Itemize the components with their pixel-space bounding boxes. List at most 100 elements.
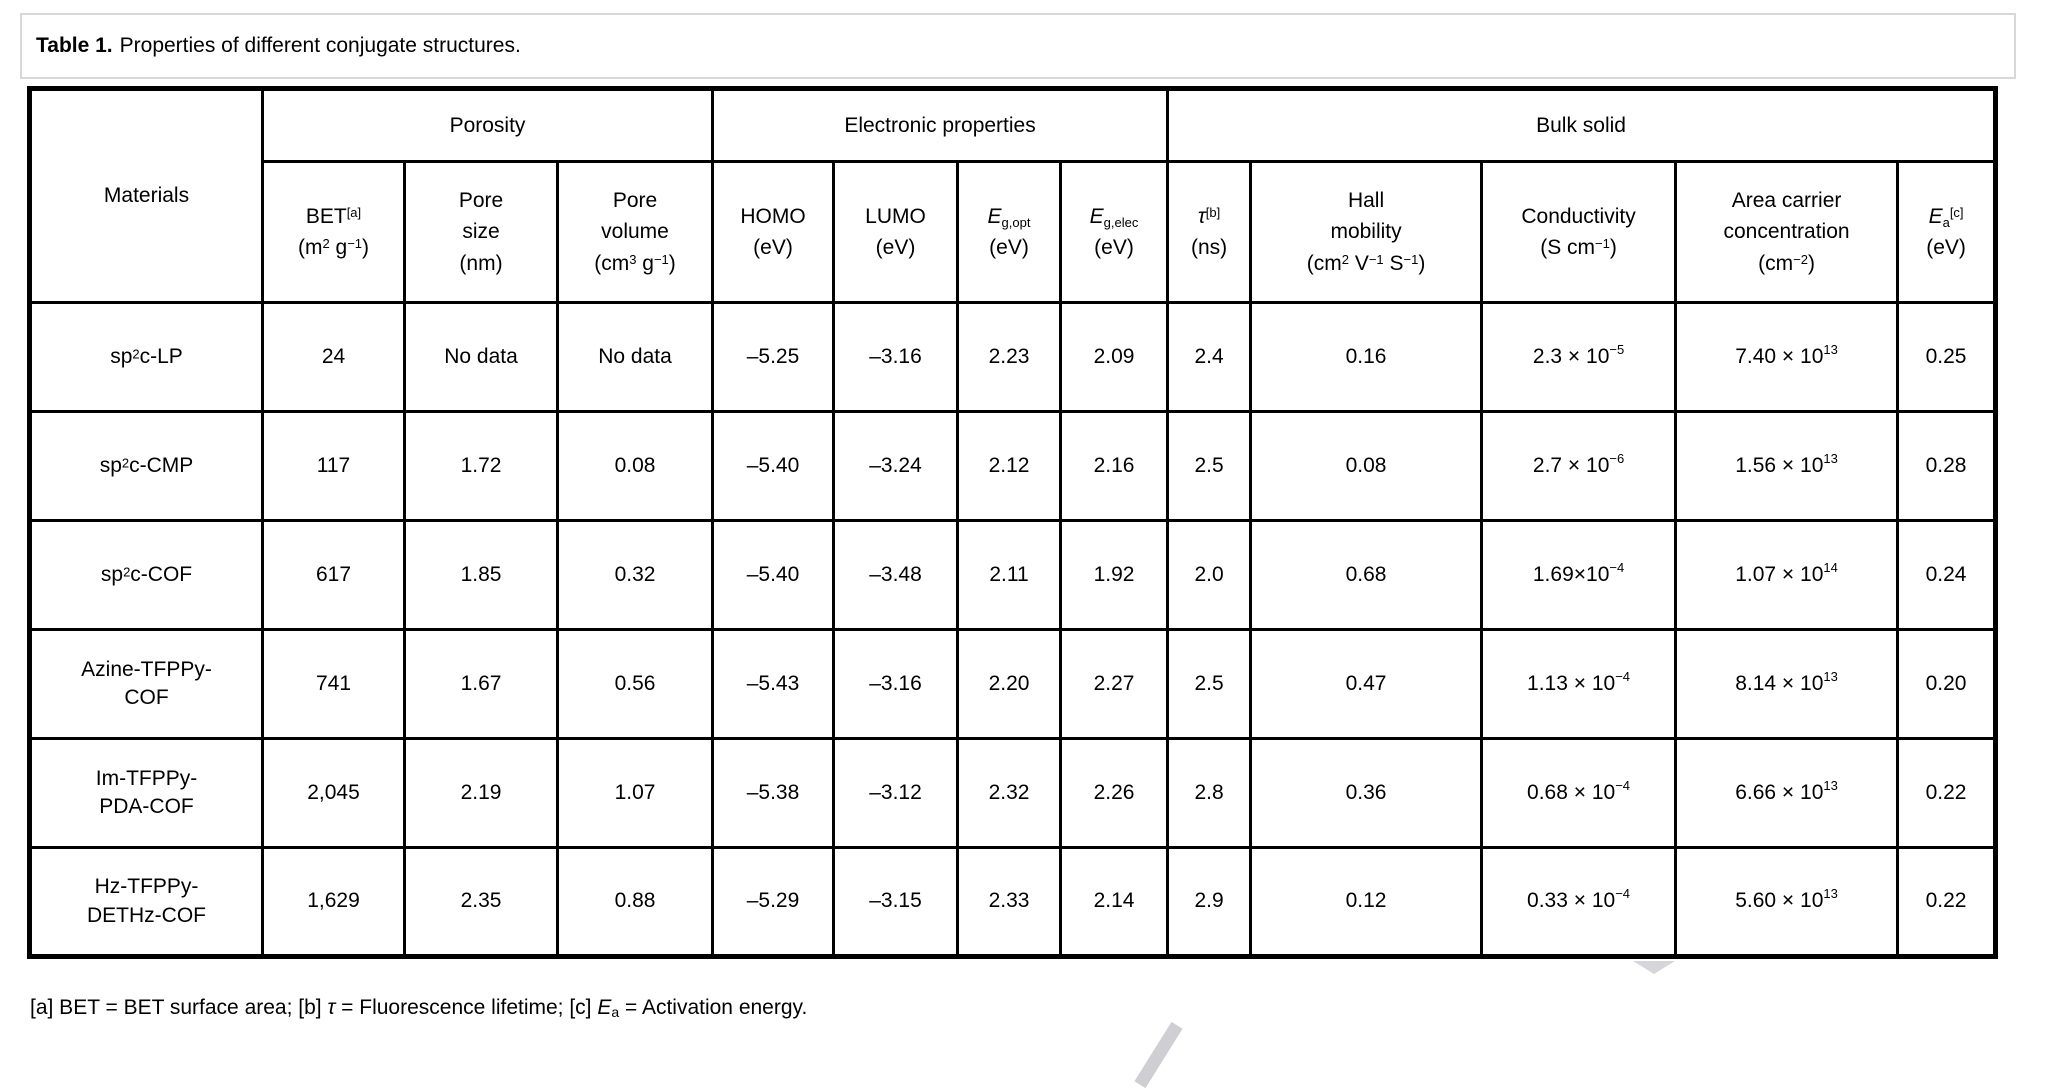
table-cell: 2.12	[956, 410, 1062, 522]
table-cell: 0.47	[1249, 628, 1484, 740]
group-header-row: Materials Porosity Electronic properties…	[28, 87, 1998, 304]
table-cell: 1.13 × 10−4	[1480, 628, 1678, 740]
watermark-triangle-icon	[1633, 961, 1675, 974]
table-cell: –3.12	[832, 737, 959, 849]
table-cell: 2.16	[1058, 410, 1170, 522]
table-row: Hz-TFPPy- DETHz-COF 1,629 2.35 0.88 –5.29 –3.1…	[28, 846, 1998, 958]
table-cell: 0.22	[1896, 737, 1998, 849]
table-cell: –5.43	[711, 628, 835, 740]
col-header-lumo: LUMO (eV)	[832, 160, 959, 304]
material-name-cell: Im-TFPPy- PDA-COF	[28, 737, 264, 849]
table-cell: 0.32	[556, 519, 714, 631]
table-cell: 2.3 × 10−5	[1480, 301, 1678, 413]
table-cell: 2.32	[956, 737, 1062, 849]
table-cell: 2.27	[1058, 628, 1170, 740]
sub-header-row: BET[a] (m2 g−1) Pore size (nm) Pore volume (c…	[30, 160, 1998, 304]
table-body: sp2c-LP 24 No data No data –5.25 –3.16 2.23 2.0…	[28, 301, 1998, 958]
table-cell: 2.0	[1166, 519, 1253, 631]
material-name-cell: Azine-TFPPy- COF	[28, 628, 264, 740]
table-cell: 0.36	[1249, 737, 1484, 849]
table-cell: 0.24	[1896, 519, 1998, 631]
col-header-pore-size: Pore size (nm)	[403, 160, 559, 304]
table-cell: 0.25	[1896, 301, 1998, 413]
table-cell: 2.35	[403, 846, 559, 958]
table-cell: 2.23	[956, 301, 1062, 413]
table-cell: 0.28	[1896, 410, 1998, 522]
table-cell: 2.7 × 10−6	[1480, 410, 1678, 522]
table-cell: 0.56	[556, 628, 714, 740]
watermark-stroke-icon	[1134, 1021, 1183, 1088]
table-cell: 2.14	[1058, 846, 1170, 958]
table-row: sp2c-COF 617 1.85 0.32 –5.40 –3.48 2.11 1.92 2.0…	[28, 519, 1998, 631]
col-header-conductivity: Conductivity (S cm−1)	[1480, 160, 1678, 304]
table-cell: 0.22	[1896, 846, 1998, 958]
table-cell: 0.20	[1896, 628, 1998, 740]
table-cell: 1.56 × 1013	[1674, 410, 1900, 522]
table-cell: –3.24	[832, 410, 959, 522]
col-header-hall-mobility: Hall mobility (cm2 V−1 S−1)	[1249, 160, 1484, 304]
table-cell: 2.33	[956, 846, 1062, 958]
table-cell: 1,629	[261, 846, 406, 958]
table-cell: 2.19	[403, 737, 559, 849]
table-cell: 0.88	[556, 846, 714, 958]
table-cell: 2.5	[1166, 410, 1253, 522]
table-row: Im-TFPPy- PDA-COF 2,045 2.19 1.07 –5.38 –3.12 2…	[28, 737, 1998, 849]
table-cell: 0.16	[1249, 301, 1484, 413]
col-header-activation-energy: Ea[c] (eV)	[1896, 160, 1998, 304]
col-header-eg-opt: Eg,opt (eV)	[956, 160, 1062, 304]
table-cell: 2.5	[1166, 628, 1253, 740]
table-cell: 1.07 × 1014	[1674, 519, 1900, 631]
group-header-porosity: Porosity	[261, 87, 714, 163]
table-cell: 0.08	[556, 410, 714, 522]
table-cell: 1.72	[403, 410, 559, 522]
table-cell: 117	[261, 410, 406, 522]
table-cell: 1.07	[556, 737, 714, 849]
col-header-materials: Materials	[28, 87, 264, 304]
col-header-lifetime: τ[b] (ns)	[1166, 160, 1253, 304]
table-cell: –3.16	[832, 301, 959, 413]
table-cell: 2.11	[956, 519, 1062, 631]
material-name-cell: Hz-TFPPy- DETHz-COF	[28, 846, 264, 958]
table-cell: –3.48	[832, 519, 959, 631]
table-cell: 2.20	[956, 628, 1062, 740]
table-cell: 1.69×10−4	[1480, 519, 1678, 631]
table-cell: 1.67	[403, 628, 559, 740]
table-cell: –3.16	[832, 628, 959, 740]
group-header-bulk-solid: Bulk solid	[1166, 87, 1998, 163]
table-cell: 2.09	[1058, 301, 1170, 413]
material-name-cell: sp2c-CMP	[28, 410, 264, 522]
table-caption-label: Table 1.	[36, 34, 113, 57]
table-cell: 2.4	[1166, 301, 1253, 413]
table-caption: Table 1. Properties of different conjuga…	[20, 13, 2016, 79]
table-cell: 0.08	[1249, 410, 1484, 522]
table-row: sp2c-LP 24 No data No data –5.25 –3.16 2.23 2.0…	[28, 301, 1998, 413]
table-row: sp2c-CMP 117 1.72 0.08 –5.40 –3.24 2.12 2.16 2.5…	[28, 410, 1998, 522]
material-name-cell: sp2c-LP	[28, 301, 264, 413]
table-cell: 1.85	[403, 519, 559, 631]
table-cell: 1.92	[1058, 519, 1170, 631]
table-cell: 2,045	[261, 737, 406, 849]
col-header-pore-volume: Pore volume (cm3 g−1)	[556, 160, 714, 304]
table-cell: 5.60 × 1013	[1674, 846, 1900, 958]
table-cell: 24	[261, 301, 406, 413]
col-header-area-carrier-concentration: Area carrier concentration (cm−2)	[1674, 160, 1900, 304]
table-cell: 2.8	[1166, 737, 1253, 849]
table-cell: 0.12	[1249, 846, 1484, 958]
table-footnote: [a] BET = BET surface area; [b] τ = Fluo…	[30, 996, 808, 1020]
table-cell: –5.25	[711, 301, 835, 413]
table-cell: –3.15	[832, 846, 959, 958]
table-cell: 6.66 × 1013	[1674, 737, 1900, 849]
table-cell: 0.33 × 10−4	[1480, 846, 1678, 958]
col-header-homo: HOMO (eV)	[711, 160, 835, 304]
table-cell: 2.26	[1058, 737, 1170, 849]
table-row: Azine-TFPPy- COF 741 1.67 0.56 –5.43 –3.16 2.20…	[28, 628, 1998, 740]
table-cell: 0.68	[1249, 519, 1484, 631]
table-cell: 0.68 × 10−4	[1480, 737, 1678, 849]
table-cell: –5.40	[711, 519, 835, 631]
table-cell: 7.40 × 1013	[1674, 301, 1900, 413]
group-header-electronic-properties: Electronic properties	[710, 87, 1170, 163]
col-header-eg-elec: Eg,elec (eV)	[1058, 160, 1170, 304]
table-cell: 741	[261, 628, 406, 740]
table-cell: –5.40	[711, 410, 835, 522]
table-cell: 2.9	[1166, 846, 1253, 958]
